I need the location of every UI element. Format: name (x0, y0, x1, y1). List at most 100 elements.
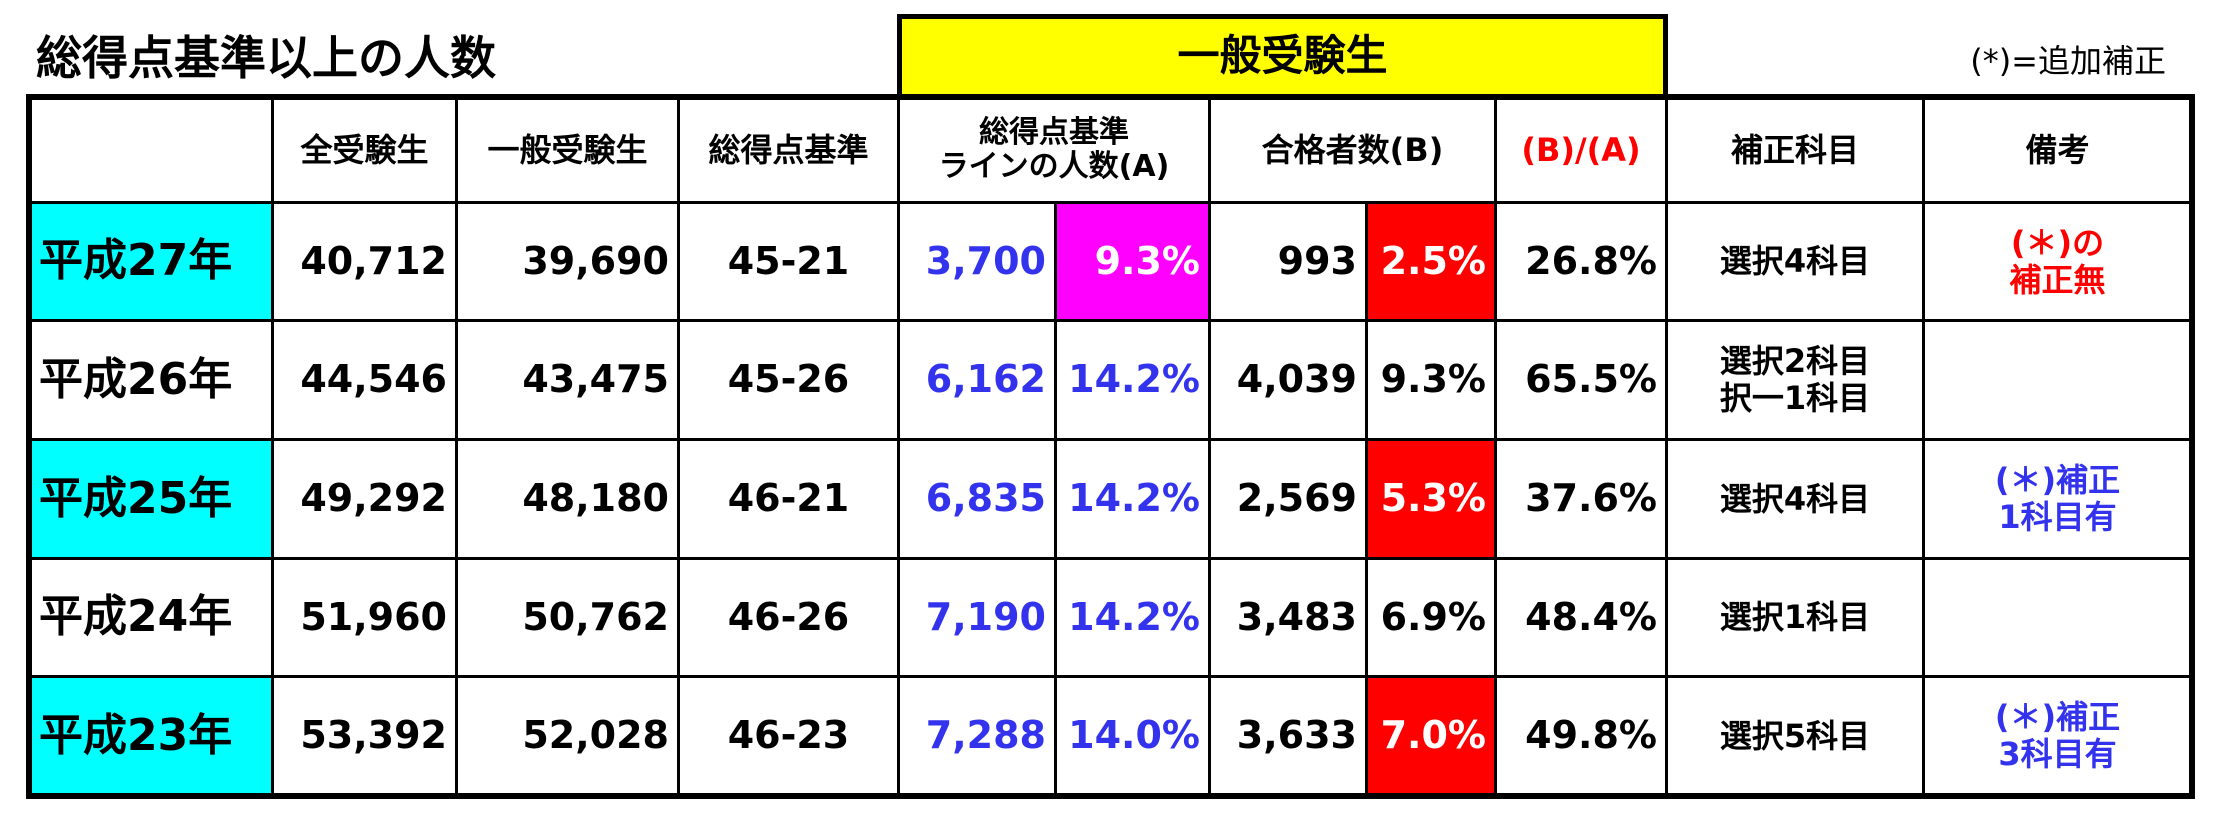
number-cell: 40,712 (271, 201, 458, 322)
cell-text: 40,712 (300, 238, 447, 283)
cell-text: 総得点基準 (708, 130, 869, 169)
header-cell: 一般受験生 (455, 96, 680, 204)
percent-cell: 6.9% (1365, 557, 1497, 678)
cell-text: 7.0% (1380, 713, 1486, 758)
cell-text: 52,028 (522, 713, 669, 758)
ratio-cell: 26.8% (1494, 201, 1668, 322)
number-cell: 7,288 (897, 675, 1057, 797)
ratio-cell: 49.8% (1494, 675, 1668, 797)
number-cell: 3,700 (897, 201, 1057, 322)
cell-text: 7,190 (925, 594, 1046, 639)
subject-cell: 選択1科目 (1665, 557, 1925, 678)
year-cell: 平成24年 (28, 557, 274, 678)
percent-cell: 2.5% (1365, 201, 1497, 322)
cell-text: 6.9% (1380, 594, 1486, 639)
cell-text: 7,288 (925, 713, 1046, 758)
remark-cell (1922, 557, 2193, 678)
number-cell: 4,039 (1208, 319, 1368, 441)
percent-cell: 14.0% (1054, 675, 1211, 797)
cell-text: 1科目有 (1998, 498, 2117, 536)
header-cell: 全受験生 (271, 96, 458, 204)
number-cell: 39,690 (455, 201, 680, 322)
cell-text: 65.5% (1525, 357, 1657, 402)
cell-text: 14.2% (1068, 476, 1200, 521)
cell-text: 備考 (2025, 130, 2090, 169)
cell-text: 51,960 (300, 594, 447, 639)
subject-cell: 選択4科目 (1665, 201, 1925, 322)
cell-text: 14.0% (1068, 713, 1200, 758)
year-cell: 平成23年 (28, 675, 274, 797)
percent-cell: 9.3% (1054, 201, 1211, 322)
subject-cell: 選択4科目 (1665, 438, 1925, 560)
cell-text: 39,690 (522, 238, 669, 283)
cell-text: (＊)補正 (1994, 698, 2121, 737)
cell-text: 3,700 (925, 238, 1046, 283)
header-cell: (B)/(A) (1494, 96, 1668, 204)
header-cell: 総得点基準 (677, 96, 900, 204)
number-cell: 52,028 (455, 675, 680, 797)
cell-text: ラインの人数(A) (938, 149, 1170, 184)
cell-text: 補正科目 (1730, 130, 1859, 169)
cell-text: 49.8% (1525, 713, 1657, 758)
cell-text: 選択5科目 (1719, 716, 1871, 755)
title: 総得点基準以上の人数 (36, 31, 496, 85)
cell-text: 合格者数(B) (1261, 130, 1444, 169)
cell-text: 50,762 (522, 594, 669, 639)
remark-cell (1922, 319, 2193, 441)
cell-text: 6,835 (925, 476, 1046, 521)
cell-text: 9.3% (1094, 238, 1200, 283)
cell-text: 全受験生 (300, 130, 429, 169)
cell-text: 44,546 (300, 357, 447, 402)
cell-text: 5.3% (1380, 476, 1486, 521)
cell-text: 45-21 (727, 238, 850, 283)
cell-text: 平成25年 (39, 472, 233, 524)
number-cell: 43,475 (455, 319, 680, 441)
standard-cell: 46-21 (677, 438, 900, 560)
cell-text: 48.4% (1525, 594, 1657, 639)
number-cell: 48,180 (455, 438, 680, 560)
standard-cell: 45-26 (677, 319, 900, 441)
number-cell: 49,292 (271, 438, 458, 560)
cell-text: 平成24年 (39, 591, 233, 643)
number-cell: 6,162 (897, 319, 1057, 441)
header-cell: 備考 (1922, 96, 2193, 204)
cell-text: (＊)の (2010, 223, 2105, 262)
remark-cell: (＊)補正 3科目有 (1922, 675, 2193, 797)
cell-text: 14.2% (1068, 594, 1200, 639)
cell-text: 択一1科目 (1719, 379, 1871, 417)
cell-text: 48,180 (522, 476, 669, 521)
percent-cell: 14.2% (1054, 319, 1211, 441)
cell-text: 53,392 (300, 713, 447, 758)
header-cell: 総得点基準 ラインの人数(A) (897, 96, 1211, 204)
cell-text: 選択4科目 (1719, 242, 1871, 281)
cell-text: 2.5% (1380, 238, 1486, 283)
header-cell (28, 96, 274, 204)
cell-text: 2,569 (1236, 476, 1357, 521)
cell-text: 46-26 (727, 594, 850, 639)
header-cell: 補正科目 (1665, 96, 1925, 204)
percent-cell: 14.2% (1054, 557, 1211, 678)
cell-text: 選択4科目 (1719, 479, 1871, 518)
cell-text: 14.2% (1068, 357, 1200, 402)
ratio-cell: 37.6% (1494, 438, 1668, 560)
cell-text: 26.8% (1525, 238, 1657, 283)
number-cell: 2,569 (1208, 438, 1368, 560)
number-cell: 3,483 (1208, 557, 1368, 678)
year-cell: 平成26年 (28, 319, 274, 441)
cell-text: 6,162 (925, 357, 1046, 402)
cell-text: 9.3% (1380, 357, 1486, 402)
percent-cell: 9.3% (1365, 319, 1497, 441)
header-cell: 合格者数(B) (1208, 96, 1497, 204)
cell-text: 一般受験生 (487, 130, 648, 169)
number-cell: 7,190 (897, 557, 1057, 678)
cell-text: 平成23年 (39, 709, 233, 761)
number-cell: 44,546 (271, 319, 458, 441)
number-cell: 3,633 (1208, 675, 1368, 797)
number-cell: 50,762 (455, 557, 680, 678)
standard-cell: 46-23 (677, 675, 900, 797)
subject-cell: 選択2科目 択一1科目 (1665, 319, 1925, 441)
subject-cell: 選択5科目 (1665, 675, 1925, 797)
ratio-cell: 65.5% (1494, 319, 1668, 441)
cell-text: 一般受験生 (1177, 31, 1388, 81)
